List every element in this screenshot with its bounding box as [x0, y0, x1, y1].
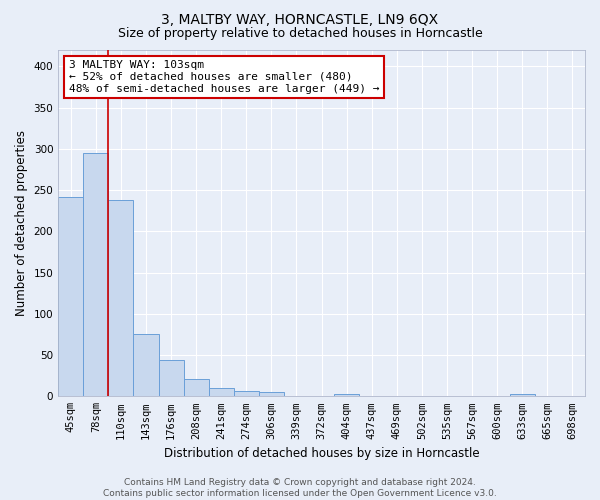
- Text: Contains HM Land Registry data © Crown copyright and database right 2024.
Contai: Contains HM Land Registry data © Crown c…: [103, 478, 497, 498]
- Bar: [133, 334, 158, 396]
- Text: 3 MALTBY WAY: 103sqm
← 52% of detached houses are smaller (480)
48% of semi-deta: 3 MALTBY WAY: 103sqm ← 52% of detached h…: [69, 60, 379, 94]
- Bar: [334, 394, 359, 396]
- X-axis label: Distribution of detached houses by size in Horncastle: Distribution of detached houses by size …: [164, 447, 479, 460]
- Bar: [184, 379, 209, 396]
- Bar: [209, 388, 234, 396]
- Y-axis label: Number of detached properties: Number of detached properties: [15, 130, 28, 316]
- Bar: [259, 392, 284, 396]
- Bar: [58, 197, 83, 396]
- Bar: [83, 153, 109, 396]
- Text: 3, MALTBY WAY, HORNCASTLE, LN9 6QX: 3, MALTBY WAY, HORNCASTLE, LN9 6QX: [161, 12, 439, 26]
- Bar: [234, 392, 259, 396]
- Bar: [510, 394, 535, 396]
- Bar: [158, 360, 184, 397]
- Bar: [109, 200, 133, 396]
- Text: Size of property relative to detached houses in Horncastle: Size of property relative to detached ho…: [118, 28, 482, 40]
